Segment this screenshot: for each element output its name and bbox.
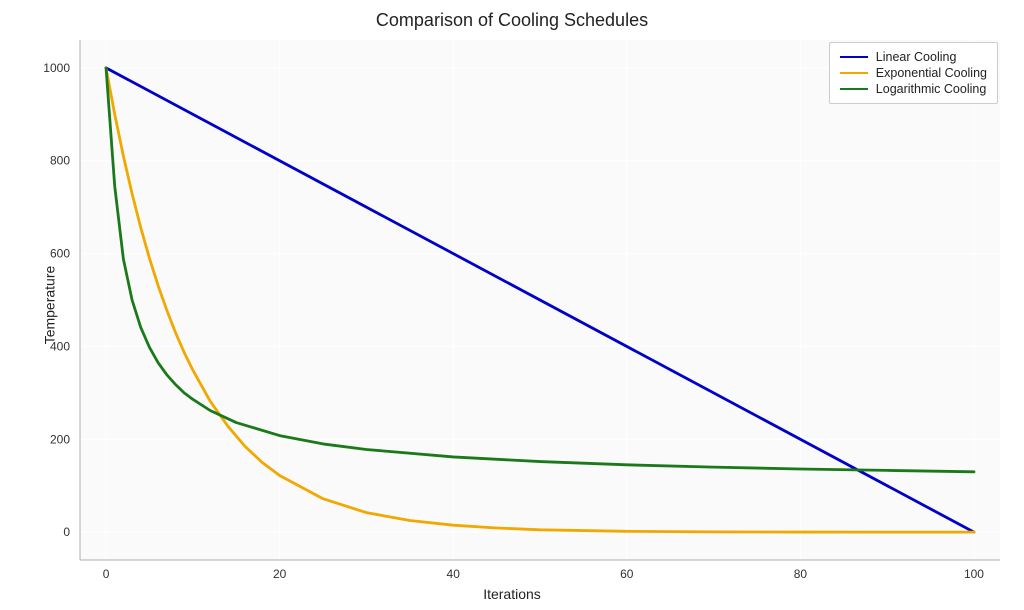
- legend-item: Logarithmic Cooling: [840, 81, 987, 97]
- legend: Linear Cooling Exponential Cooling Logarit…: [829, 42, 998, 104]
- legend-label: Exponential Cooling: [876, 66, 987, 80]
- y-axis-label: Temperature: [41, 266, 57, 345]
- svg-text:100: 100: [964, 567, 984, 581]
- svg-text:1000: 1000: [43, 61, 70, 75]
- svg-text:20: 20: [273, 567, 287, 581]
- chart-title: Comparison of Cooling Schedules: [0, 10, 1024, 31]
- svg-text:40: 40: [447, 567, 461, 581]
- legend-label: Linear Cooling: [876, 50, 957, 64]
- legend-swatch: [840, 72, 868, 74]
- legend-swatch: [840, 56, 868, 58]
- plot-area: 020406080100 02004006008001000: [80, 40, 1000, 560]
- legend-label: Logarithmic Cooling: [876, 82, 986, 96]
- svg-text:0: 0: [103, 567, 110, 581]
- legend-item: Exponential Cooling: [840, 65, 987, 81]
- svg-text:400: 400: [50, 339, 70, 353]
- svg-text:600: 600: [50, 247, 70, 261]
- chart-container: Comparison of Cooling Schedules Temperat…: [0, 0, 1024, 610]
- legend-swatch: [840, 88, 868, 90]
- svg-text:60: 60: [620, 567, 634, 581]
- x-tick-labels: 0 20 40 60 80 100: [103, 567, 985, 581]
- svg-text:200: 200: [50, 432, 70, 446]
- legend-item: Linear Cooling: [840, 49, 987, 65]
- svg-text:800: 800: [50, 154, 70, 168]
- x-axis-label: Iterations: [0, 586, 1024, 602]
- svg-text:0: 0: [63, 525, 70, 539]
- svg-text:80: 80: [794, 567, 808, 581]
